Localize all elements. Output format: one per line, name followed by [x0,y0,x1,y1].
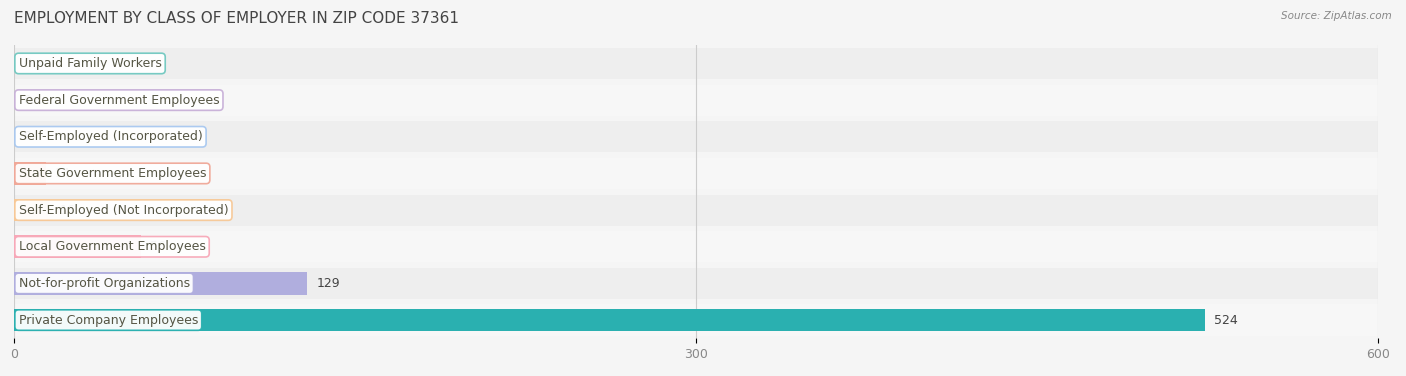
Text: Unpaid Family Workers: Unpaid Family Workers [18,57,162,70]
Bar [14,199,51,221]
Bar [14,48,1378,79]
Bar [14,158,1378,189]
Text: 56: 56 [150,240,166,253]
Text: 14: 14 [55,167,70,180]
Text: Federal Government Employees: Federal Government Employees [18,94,219,107]
Text: Not-for-profit Organizations: Not-for-profit Organizations [18,277,190,290]
Text: 0: 0 [22,57,31,70]
Bar [14,305,1378,336]
Text: Local Government Employees: Local Government Employees [18,240,205,253]
Text: Self-Employed (Not Incorporated): Self-Employed (Not Incorporated) [18,203,228,217]
Text: 129: 129 [316,277,340,290]
Bar [14,231,1378,262]
Bar [14,309,1205,331]
Bar [14,162,46,185]
Text: 0: 0 [22,94,31,107]
Text: Private Company Employees: Private Company Employees [18,314,198,327]
Bar [14,272,308,295]
Bar [14,268,1378,299]
Text: Source: ZipAtlas.com: Source: ZipAtlas.com [1281,11,1392,21]
Text: 16: 16 [59,203,76,217]
Text: Self-Employed (Incorporated): Self-Employed (Incorporated) [18,130,202,143]
Bar [14,85,1378,116]
Bar [14,194,1378,226]
Text: 0: 0 [22,130,31,143]
Bar [14,235,142,258]
Text: State Government Employees: State Government Employees [18,167,207,180]
Text: 524: 524 [1215,314,1237,327]
Bar [14,121,1378,152]
Text: EMPLOYMENT BY CLASS OF EMPLOYER IN ZIP CODE 37361: EMPLOYMENT BY CLASS OF EMPLOYER IN ZIP C… [14,11,460,26]
